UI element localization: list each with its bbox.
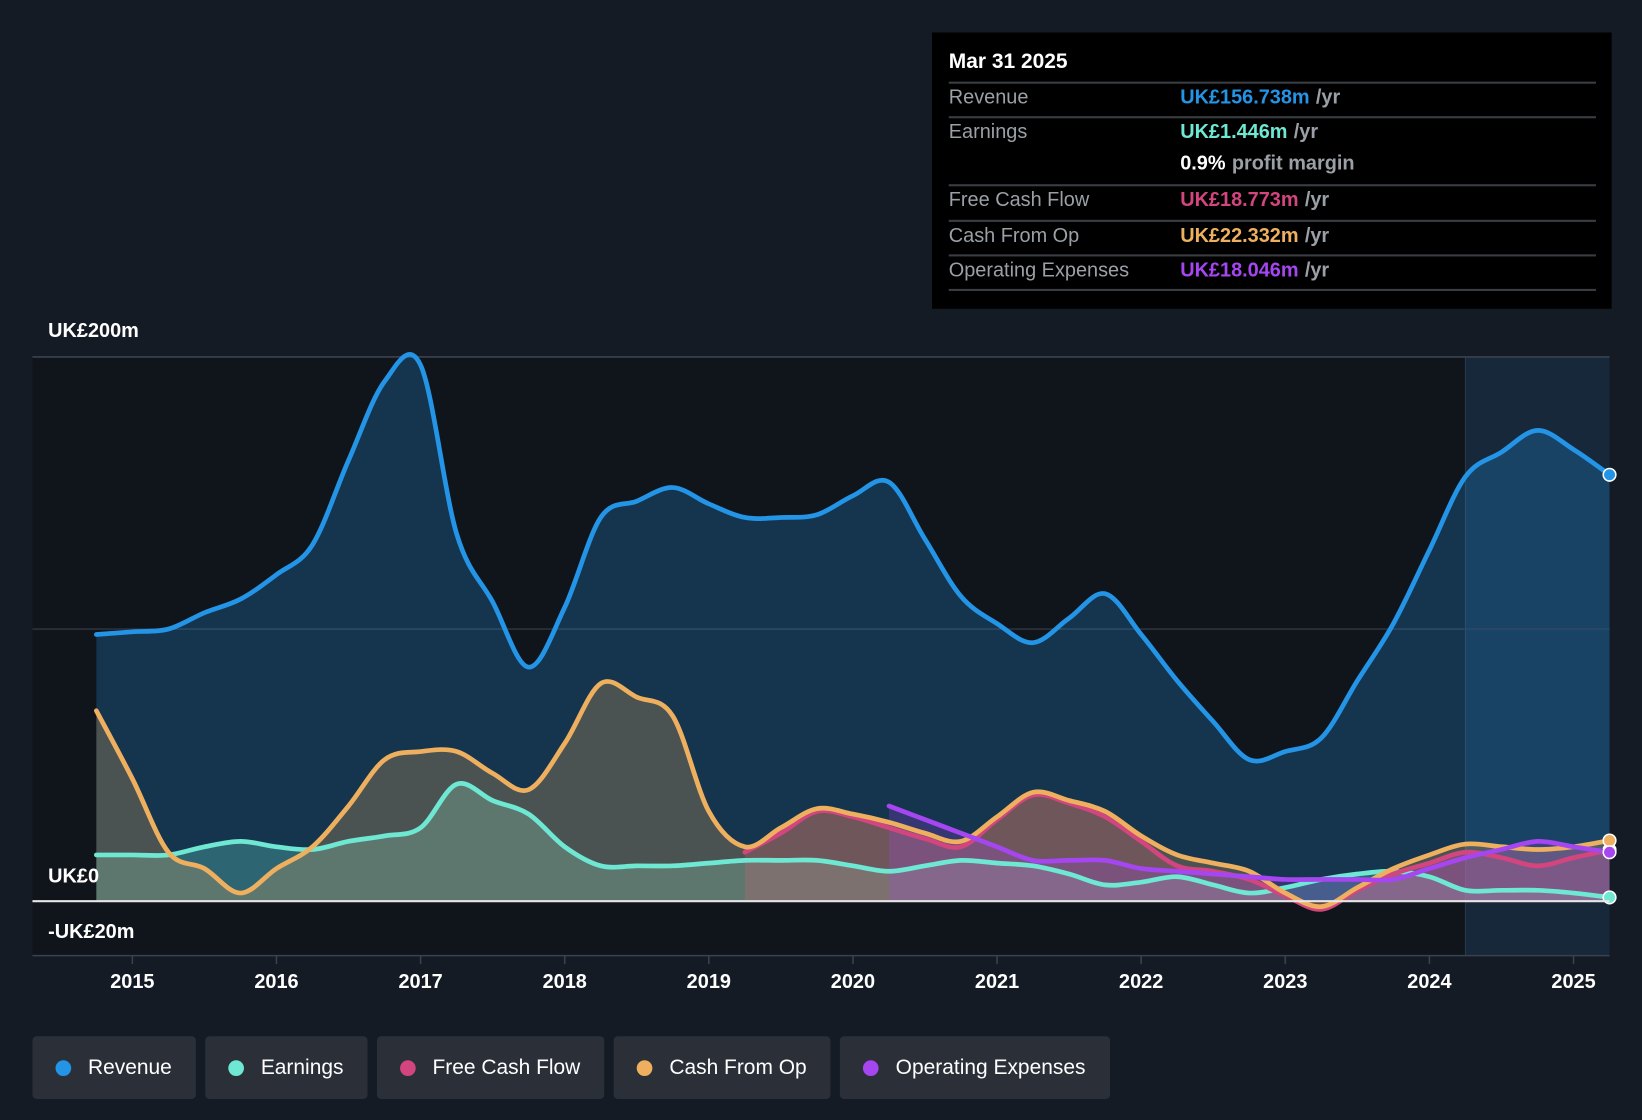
tooltip-value-wrap: 0.9% profit margin [1180, 153, 1354, 176]
tooltip-unit: /yr [1315, 86, 1341, 109]
x-tick-label: 2022 [1119, 971, 1164, 994]
tooltip-value: UK£22.332m [1180, 225, 1299, 248]
tooltip-value: UK£18.046m [1180, 259, 1299, 282]
tooltip-unit: /yr [1304, 189, 1330, 212]
legend-dot-icon [636, 1059, 653, 1076]
x-tick-label: 2025 [1551, 971, 1596, 994]
x-tick-label: 2016 [254, 971, 299, 994]
tooltip-label: Cash From Op [948, 225, 1080, 248]
legend-dot-icon [228, 1059, 245, 1076]
tooltip-label: Operating Expenses [948, 259, 1130, 282]
x-tick-label: 2024 [1407, 971, 1452, 994]
cash-from-op-end-marker [1602, 833, 1617, 848]
operating-expenses-end-marker [1602, 845, 1617, 860]
tooltip-value-wrap: UK£18.046m/yr [1180, 260, 1329, 283]
legend-dot-icon [55, 1059, 72, 1076]
tooltip-value: 0.9% [1180, 152, 1226, 175]
tooltip-divider [948, 288, 1596, 291]
tooltip-row: Operating Expenses UK£18.046m/yr [948, 254, 1596, 290]
legend-item-revenue[interactable]: Revenue [32, 1036, 196, 1100]
tooltip-unit: /yr [1304, 259, 1330, 282]
tooltip-row: Earnings UK£1.446m/yr [948, 116, 1596, 152]
legend-dot-icon [863, 1059, 879, 1076]
y-label-bottom: -UK£20m [48, 921, 135, 944]
y-label-zero: UK£0 [48, 865, 100, 888]
legend-dot-icon [400, 1059, 416, 1076]
x-tick-label: 2023 [1263, 971, 1308, 994]
x-tick-label: 2020 [830, 971, 876, 994]
legend-item-operating-expenses[interactable]: Operating Expenses [840, 1036, 1110, 1100]
x-tick-label: 2018 [542, 971, 587, 994]
earnings-line [93, 781, 1612, 900]
cash-from-op-line [93, 679, 1612, 910]
tooltip-label: Earnings [948, 121, 1028, 144]
tooltip-unit: /yr [1304, 225, 1330, 248]
tooltip-label: Free Cash Flow [948, 189, 1090, 212]
revenue-area [96, 354, 1610, 902]
tooltip-value: UK£156.738m [1180, 86, 1310, 109]
tooltip-date: Mar 31 2025 [948, 50, 1068, 74]
earnings-area [96, 783, 1610, 902]
x-tick-label: 2017 [398, 971, 443, 994]
tooltip: Mar 31 2025 Revenue UK£156.738m/yr Earning… [932, 32, 1612, 309]
tooltip-row: 0.9% profit margin [949, 150, 1596, 183]
tooltip-value-wrap: UK£156.738m/yr [1180, 87, 1340, 110]
tooltip-row: Cash From Op UK£22.332m/yr [948, 219, 1596, 256]
y-label-top: UK£200m [48, 320, 139, 343]
tooltip-unit: /yr [1293, 121, 1319, 144]
x-tick-label: 2015 [110, 971, 155, 994]
revenue-line [93, 352, 1612, 764]
revenue-end-marker [1602, 467, 1617, 482]
x-tick-label: 2019 [686, 971, 731, 994]
operating-expenses-line [886, 803, 1612, 883]
tooltip-value: UK£1.446m [1180, 121, 1288, 144]
tooltip-value-wrap: UK£22.332m/yr [1180, 225, 1329, 248]
legend-item-free-cash-flow[interactable]: Free Cash Flow [376, 1036, 605, 1100]
tooltip-unit: profit margin [1231, 152, 1355, 175]
legend-label: Revenue [87, 1055, 172, 1079]
legend-label: Free Cash Flow [432, 1055, 581, 1079]
legend-item-cash-from-op[interactable]: Cash From Op [613, 1036, 831, 1100]
free-cash-flow-line [742, 792, 1612, 912]
tooltip-value: UK£18.773m [1180, 189, 1299, 212]
legend-item-earnings[interactable]: Earnings [205, 1036, 368, 1100]
legend-label: Earnings [260, 1055, 344, 1079]
legend: Revenue Earnings Free Cash Flow Cash From O… [32, 1036, 1110, 1100]
legend-label: Operating Expenses [895, 1055, 1086, 1079]
x-tick-label: 2021 [974, 971, 1020, 994]
tooltip-row: Free Cash Flow UK£18.773m/yr [948, 184, 1596, 220]
legend-label: Cash From Op [669, 1055, 807, 1079]
tooltip-value-wrap: UK£1.446m/yr [1180, 121, 1318, 144]
tooltip-value-wrap: UK£18.773m/yr [1180, 189, 1329, 212]
tooltip-label: Revenue [948, 86, 1029, 109]
tooltip-row: Revenue UK£156.738m/yr [948, 81, 1596, 118]
cash-from-op-area [96, 681, 1610, 907]
